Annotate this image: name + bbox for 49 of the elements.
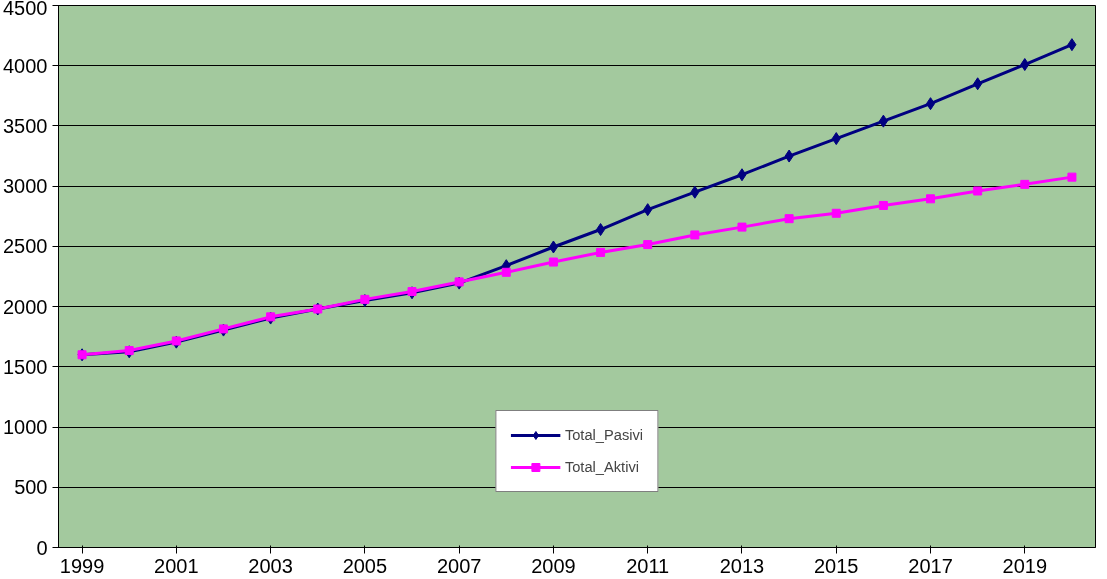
point xyxy=(973,186,983,196)
x-tick-label: 2005 xyxy=(342,554,388,577)
point xyxy=(831,208,841,218)
point xyxy=(596,223,606,237)
x-tick-label: 2001 xyxy=(154,554,199,577)
point xyxy=(690,185,700,199)
point xyxy=(548,240,558,254)
point xyxy=(548,257,558,267)
x-tick-label: 2007 xyxy=(436,554,482,577)
point xyxy=(784,149,794,163)
point xyxy=(878,114,888,128)
point xyxy=(596,247,606,257)
point xyxy=(878,200,888,210)
point xyxy=(784,214,794,224)
point xyxy=(360,294,370,304)
y-tick-label: 2000 xyxy=(3,295,48,318)
point xyxy=(926,97,936,111)
x-tick-label: 2019 xyxy=(1002,554,1048,577)
y-tick-label: 4000 xyxy=(3,54,48,77)
x-tick-label: 2017 xyxy=(908,554,953,577)
x-tick-label: 2011 xyxy=(626,554,670,577)
point xyxy=(1067,38,1077,52)
x-tick-label: 2015 xyxy=(814,554,859,577)
point xyxy=(1020,179,1030,189)
point xyxy=(926,194,936,204)
x-tick-label: 2013 xyxy=(719,554,765,577)
point xyxy=(737,222,747,232)
legend-label: Total_Pasivi xyxy=(564,427,644,443)
y-tick-label: 1500 xyxy=(3,355,48,378)
y-tick-label: 4500 xyxy=(3,0,48,19)
point xyxy=(737,168,747,182)
x-tick-label: 2003 xyxy=(248,554,293,577)
point xyxy=(831,132,841,146)
point xyxy=(973,77,983,91)
point xyxy=(1067,172,1077,182)
y-tick-label: 1000 xyxy=(3,416,48,439)
y-tick-label: 3500 xyxy=(3,114,48,137)
y-tick-label: 0 xyxy=(36,536,48,559)
point xyxy=(643,203,653,217)
legend-label: Total_Aktivi xyxy=(564,459,640,475)
point xyxy=(690,230,700,240)
y-tick-label: 2500 xyxy=(3,235,48,258)
point xyxy=(501,267,511,277)
point xyxy=(643,240,653,250)
y-tick-label: 3000 xyxy=(3,175,48,198)
y-tick-label: 500 xyxy=(14,476,48,499)
x-tick-label: 1999 xyxy=(59,554,105,577)
x-tick-label: 2009 xyxy=(531,554,576,577)
point xyxy=(1020,58,1030,72)
